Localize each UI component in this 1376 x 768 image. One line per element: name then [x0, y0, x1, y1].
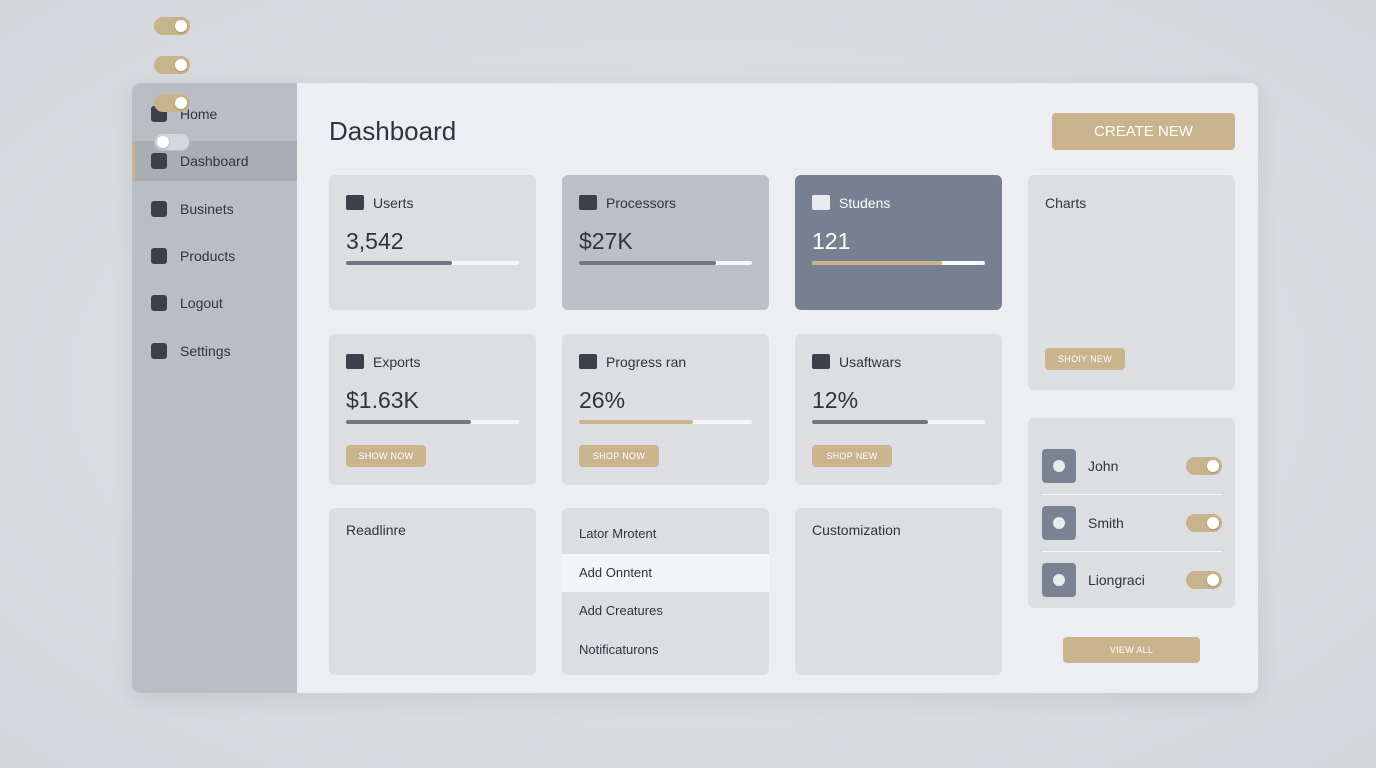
setting-label: Add Creatures — [579, 603, 663, 618]
nav-label: Businets — [180, 200, 234, 217]
chart-card: Charts SHOIY NEW — [1028, 175, 1235, 390]
card-value: 26% — [579, 387, 626, 413]
nav-item[interactable]: Businets — [132, 189, 297, 229]
toggle[interactable] — [154, 17, 190, 35]
card-label: Studens — [839, 195, 891, 211]
toggle-knob — [1207, 460, 1219, 472]
card-button[interactable]: SHOP NOW — [579, 445, 659, 467]
nav-label: Dashboard — [180, 153, 249, 170]
progress-fill — [346, 420, 471, 424]
progress-track — [346, 261, 519, 265]
progress-track — [812, 420, 985, 424]
toggle[interactable] — [1186, 571, 1222, 589]
toggle[interactable] — [1186, 514, 1222, 532]
progress-track — [812, 261, 985, 265]
stat-card: Userts 3,542 — [329, 175, 536, 310]
nav-icon — [151, 200, 167, 217]
toggle-knob — [175, 97, 187, 109]
stat-card: Exports $1.63K SHOW NOW — [329, 334, 536, 485]
nav-item[interactable]: Dashboard — [132, 141, 297, 182]
progress-track — [579, 420, 752, 424]
nav-label: Logout — [180, 295, 223, 312]
page-title: Dashboard — [329, 116, 457, 146]
stat-card: Processors $27K — [562, 175, 769, 310]
avatar-glyph — [1053, 574, 1065, 586]
toggle-knob — [175, 20, 187, 32]
toggle-knob — [1207, 517, 1219, 529]
nav-item[interactable]: Settings — [132, 331, 297, 371]
user-name: Liongraci — [1088, 572, 1145, 588]
card-button[interactable]: SHOP NEW — [812, 445, 892, 467]
card-icon — [812, 354, 830, 369]
nav-icon — [151, 295, 167, 312]
card-icon — [812, 195, 830, 210]
card-value: 121 — [812, 228, 851, 254]
nav-item[interactable]: Logout — [132, 283, 297, 323]
card-value: 12% — [812, 387, 859, 413]
toggle[interactable] — [154, 55, 190, 74]
progress-track — [346, 420, 519, 424]
progress-fill — [579, 261, 716, 265]
nav-item[interactable]: Products — [132, 236, 297, 276]
card-label: Progress ran — [606, 354, 687, 370]
divider — [1042, 494, 1222, 495]
progress-track — [579, 261, 752, 265]
card-title: Readlinre — [346, 522, 406, 538]
sidebar: Home Dashboard Businets Products Logout Setti… — [132, 83, 297, 693]
card-label: Exports — [373, 354, 421, 370]
toggle[interactable] — [1186, 457, 1222, 475]
stat-card: Progress ran 26% SHOP NOW — [562, 334, 769, 485]
card-button[interactable]: SHOIY NEW — [1045, 348, 1125, 370]
nav-label: Settings — [180, 342, 231, 359]
nav-icon — [151, 153, 167, 170]
card-icon — [579, 354, 597, 369]
setting-label: Notificaturons — [579, 641, 659, 657]
create-button[interactable]: CREATE NEW — [1052, 113, 1235, 150]
user-name: John — [1088, 458, 1119, 474]
card-value: $27K — [579, 228, 633, 254]
card-value: $1.63K — [346, 387, 419, 413]
toggle-knob — [175, 58, 187, 71]
card-label: Userts — [373, 195, 414, 211]
chart-card: Customization — [795, 508, 1002, 675]
card-button[interactable]: SHOW NOW — [346, 445, 426, 467]
card-icon — [346, 354, 364, 369]
stat-card: Usaftwars 12% SHOP NEW — [795, 334, 1002, 485]
nav-label: Home — [180, 106, 218, 122]
progress-fill — [812, 261, 942, 265]
progress-fill — [812, 420, 928, 424]
avatar-glyph — [1053, 460, 1065, 472]
progress-fill — [579, 420, 694, 424]
card-label: Usaftwars — [839, 354, 902, 370]
setting-label: Lator Mrotent — [579, 526, 657, 541]
divider — [1042, 551, 1222, 552]
view-all-button[interactable]: VIEW ALL — [1063, 637, 1200, 663]
row-highlight — [562, 553, 769, 592]
card-value: 3,542 — [346, 228, 404, 254]
nav-icon — [151, 342, 167, 359]
card-title: Customization — [812, 522, 901, 538]
toggle-knob — [1207, 574, 1219, 586]
card-label: Processors — [606, 195, 677, 211]
stat-card: Studens 121 — [795, 175, 1002, 310]
chart-card: Readlinre — [329, 508, 536, 675]
toggle[interactable] — [154, 132, 190, 151]
toggle[interactable] — [154, 94, 190, 112]
settings-card: Lator Mrotent Add Onntent Add Creatures Not… — [562, 508, 769, 675]
setting-label: Add Onntent — [579, 564, 652, 580]
user-name: Smith — [1088, 515, 1124, 531]
card-icon — [346, 195, 364, 210]
nav-label: Products — [180, 247, 236, 264]
toggle-knob — [157, 135, 169, 148]
avatar-glyph — [1053, 517, 1065, 529]
progress-fill — [346, 261, 452, 265]
nav-icon — [151, 247, 167, 264]
card-icon — [579, 195, 597, 210]
card-title: Charts — [1045, 195, 1087, 211]
